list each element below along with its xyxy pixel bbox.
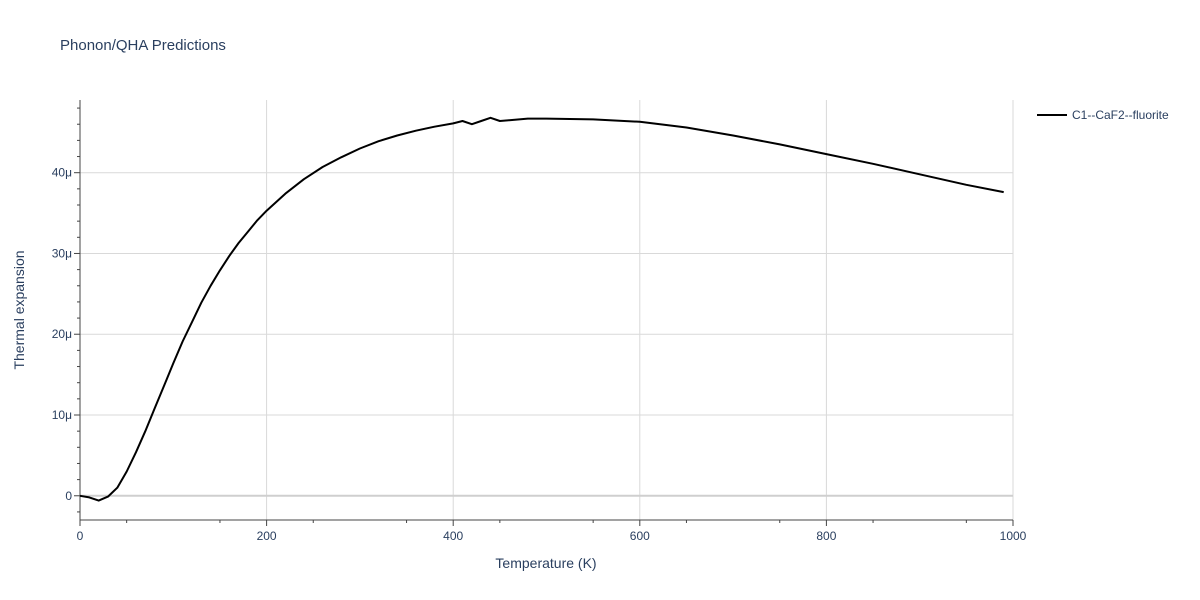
legend-label: C1--CaF2--fluorite [1072,108,1169,122]
x-tick-label: 0 [77,529,84,543]
y-tick-label: 40μ [52,166,72,180]
x-tick-label: 800 [816,529,836,543]
x-tick-label: 200 [257,529,277,543]
y-tick-label: 0 [65,489,72,503]
legend[interactable]: C1--CaF2--fluorite [1037,108,1169,122]
x-tick-label: 400 [443,529,463,543]
y-tick-label: 10μ [52,408,72,422]
y-tick-label: 20μ [52,327,72,341]
series-line-0 [79,116,1004,502]
chart-title: Phonon/QHA Predictions [60,37,226,54]
grid-layer [80,100,1014,520]
axes-layer: 0 200 400 600 800 1000 0 10μ 20μ 30μ 40μ [52,100,1027,543]
x-tick-label: 1000 [1000,529,1027,543]
series-layer [79,116,1004,502]
y-axis-title: Thermal expansion [11,250,27,369]
x-tick-label: 600 [630,529,650,543]
x-axis-title: Temperature (K) [495,555,596,571]
y-tick-label: 30μ [52,246,72,260]
